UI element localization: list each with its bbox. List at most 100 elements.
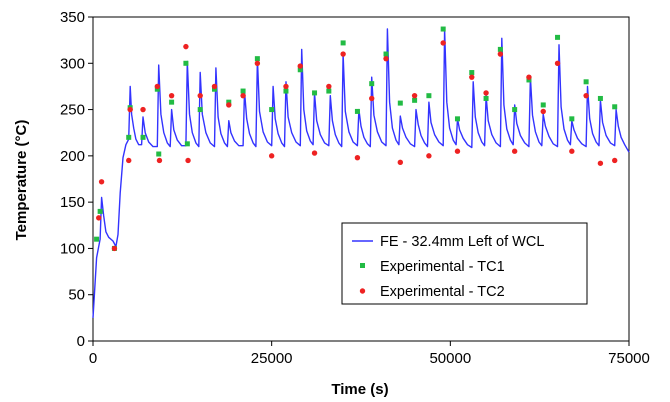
tc1-point [369,81,375,87]
legend-label-fe: FE - 32.4mm Left of WCL [380,234,544,250]
y-tick-label: 0 [77,333,85,350]
plot-area [92,16,630,342]
tc2-point [197,92,203,99]
legend-marker-tc2 [359,288,366,294]
tc1-point [497,46,503,52]
tc1-point [512,107,518,113]
x-axis: 0 25000 50000 75000 [89,341,650,367]
tc2-point [127,106,133,113]
tc2-point [254,60,261,66]
tc1-point [312,90,318,96]
tc2-point [540,108,546,115]
legend-label-tc1: Experimental - TC1 [380,259,505,275]
tc2-scatter-series [96,40,618,252]
tc2-point [126,157,132,164]
x-tick-label: 50000 [429,350,471,367]
tc2-point [96,215,102,221]
y-tick-label: 150 [60,194,85,211]
tc2-point [297,63,303,69]
tc1-point [583,79,589,85]
tc2-point [583,92,589,99]
tc2-point [526,74,532,80]
tc2-point [440,40,446,46]
tc2-point [612,157,618,164]
tc1-point [526,77,532,83]
tc2-point [383,55,389,62]
tc1-point [156,151,162,157]
tc1-point [169,99,175,105]
tc1-point [426,93,432,99]
tc1-point [354,108,360,114]
y-tick-label: 50 [68,287,85,304]
tc2-point [483,90,489,96]
tc1-point [397,100,403,106]
tc1-point [297,67,303,73]
y-tick-label: 100 [60,240,85,257]
tc1-point [555,34,561,40]
fe-line [92,28,630,318]
tc2-point [240,92,246,99]
tc2-point [511,148,518,154]
x-tick-label: 25000 [251,350,293,367]
tc2-point [554,60,561,66]
tc1-point [240,88,246,94]
tc1-point [612,104,618,110]
tc1-point [211,86,217,92]
tc1-point [140,134,146,140]
tc1-point [283,88,289,94]
tc2-point [469,74,475,80]
tc2-point [185,157,191,164]
y-tick-label: 300 [60,55,85,72]
tc1-point [226,99,232,105]
tc1-scatter-series [94,26,618,251]
y-tick-label: 350 [60,9,85,26]
tc1-point [569,116,575,122]
tc1-point [454,116,460,122]
x-tick-label: 0 [89,350,97,367]
legend: FE - 32.4mm Left of WCL Experimental - T… [341,222,588,305]
tc2-point [98,179,105,185]
fe-line-series [92,28,630,318]
tc2-point [340,51,346,57]
tc2-point [168,92,175,99]
y-axis-title: Temperature (°C) [13,120,30,241]
legend-label-tc2: Experimental - TC2 [380,284,505,300]
tc2-point [411,92,418,99]
tc1-point [126,134,132,140]
tc1-point [383,51,389,57]
tc1-point [184,141,190,147]
tc2-point [156,157,163,164]
y-tick-label: 250 [60,102,85,119]
tc2-point [497,51,504,57]
tc2-point [283,83,289,90]
tc1-point [269,107,275,113]
tc1-point [483,95,489,101]
tc2-point [397,159,404,166]
tc2-point [183,43,189,50]
legend-marker-tc1 [360,263,365,268]
tc2-point [226,102,232,108]
y-tick-label: 200 [60,148,85,165]
tc1-point [412,97,418,103]
tc1-point [540,102,546,108]
tc1-point [340,40,346,46]
tc2-point [311,150,318,156]
tc1-point [97,208,103,214]
tc2-point [211,83,218,90]
tc2-point [354,155,361,161]
tc2-point [369,95,375,102]
plot-frame [92,16,630,342]
tc2-point [268,153,275,159]
x-axis-title: Time (s) [331,381,388,398]
tc2-point [597,160,604,166]
tc2-point [426,153,432,159]
legend-box [341,222,588,305]
tc2-point [154,83,161,90]
tc1-point [197,107,203,113]
tc1-point [94,236,100,242]
tc2-point [326,83,332,90]
tc1-point [469,70,475,76]
tc2-point [111,245,118,252]
tc1-point [440,26,446,32]
